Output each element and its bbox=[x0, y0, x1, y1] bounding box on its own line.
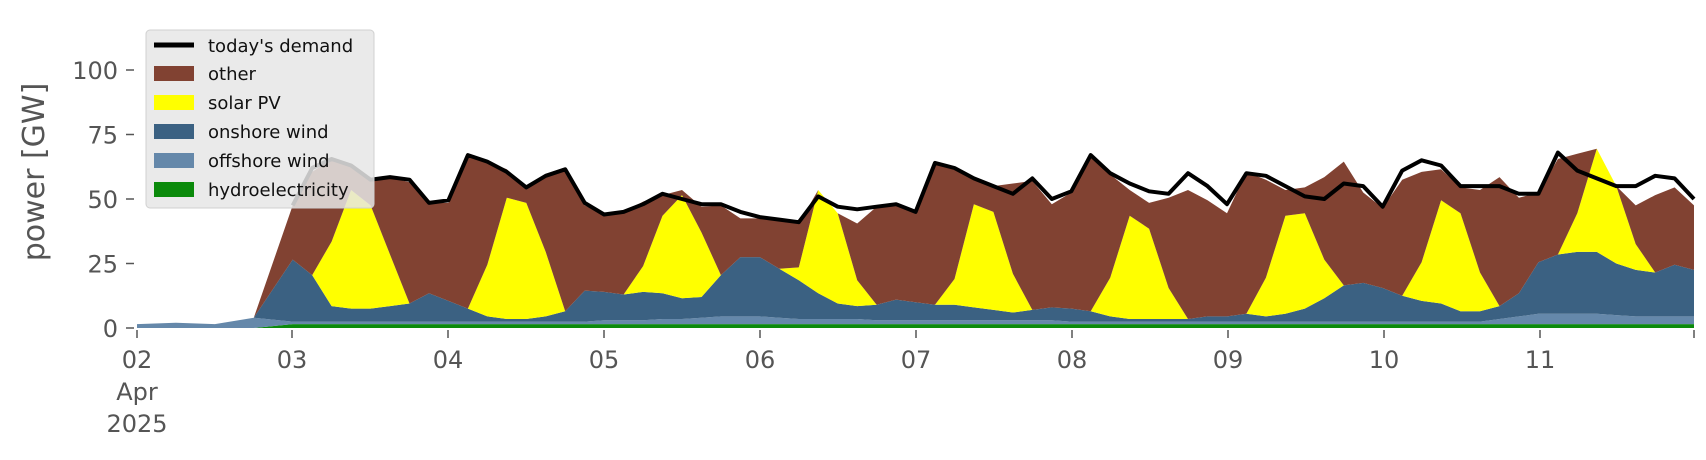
stacked-areas bbox=[137, 148, 1694, 328]
x-tick-sublabel: Apr bbox=[116, 378, 158, 406]
legend-label: onshore wind bbox=[208, 122, 329, 143]
area-solar-pv bbox=[137, 148, 1694, 325]
x-tick-label: 06 bbox=[745, 346, 776, 374]
y-tick-label: 75 bbox=[87, 122, 118, 150]
area-other bbox=[137, 148, 1694, 325]
area-onshore-wind bbox=[137, 251, 1694, 325]
legend-label: other bbox=[208, 64, 257, 85]
x-tick-label: 04 bbox=[433, 346, 464, 374]
area-hydroelectricity bbox=[137, 324, 1694, 328]
legend-label: today's demand bbox=[208, 36, 353, 57]
x-tick-sublabel: 2025 bbox=[106, 410, 167, 438]
y-axis-label: power [GW] bbox=[17, 83, 52, 262]
legend-label: hydroelectricity bbox=[208, 180, 349, 201]
legend-box bbox=[145, 29, 375, 209]
legend-other-swatch bbox=[154, 66, 194, 81]
legend-offshore-swatch bbox=[154, 153, 194, 168]
legend: today's demand other solar PV onshore wi… bbox=[145, 29, 375, 209]
demand-line-layer bbox=[290, 150, 1696, 225]
x-tick-label: 05 bbox=[589, 346, 620, 374]
legend-onshore-swatch bbox=[154, 124, 194, 139]
y-axis: 0 25 50 75 100 power [GW] bbox=[17, 57, 134, 343]
x-tick-label: 08 bbox=[1057, 346, 1088, 374]
demand-line bbox=[290, 150, 1696, 225]
x-tick-label: 07 bbox=[901, 346, 932, 374]
x-tick-label: 09 bbox=[1213, 346, 1244, 374]
y-tick-label: 0 bbox=[103, 315, 118, 343]
legend-label: offshore wind bbox=[208, 151, 330, 172]
area-offshore-wind bbox=[137, 313, 1694, 328]
legend-hydro-swatch bbox=[154, 182, 194, 197]
x-tick-label: 11 bbox=[1525, 346, 1556, 374]
x-tick-label: 10 bbox=[1369, 346, 1400, 374]
x-axis: 02 Apr 2025 03 04 05 06 07 08 09 10 11 bbox=[106, 330, 1695, 438]
y-tick-label: 50 bbox=[87, 186, 118, 214]
x-tick-label: 02 bbox=[122, 346, 153, 374]
x-tick-label: 03 bbox=[277, 346, 308, 374]
legend-solar-swatch bbox=[154, 95, 194, 110]
y-tick-label: 100 bbox=[72, 57, 118, 85]
y-tick-label: 25 bbox=[87, 251, 118, 279]
legend-label: solar PV bbox=[208, 93, 281, 114]
